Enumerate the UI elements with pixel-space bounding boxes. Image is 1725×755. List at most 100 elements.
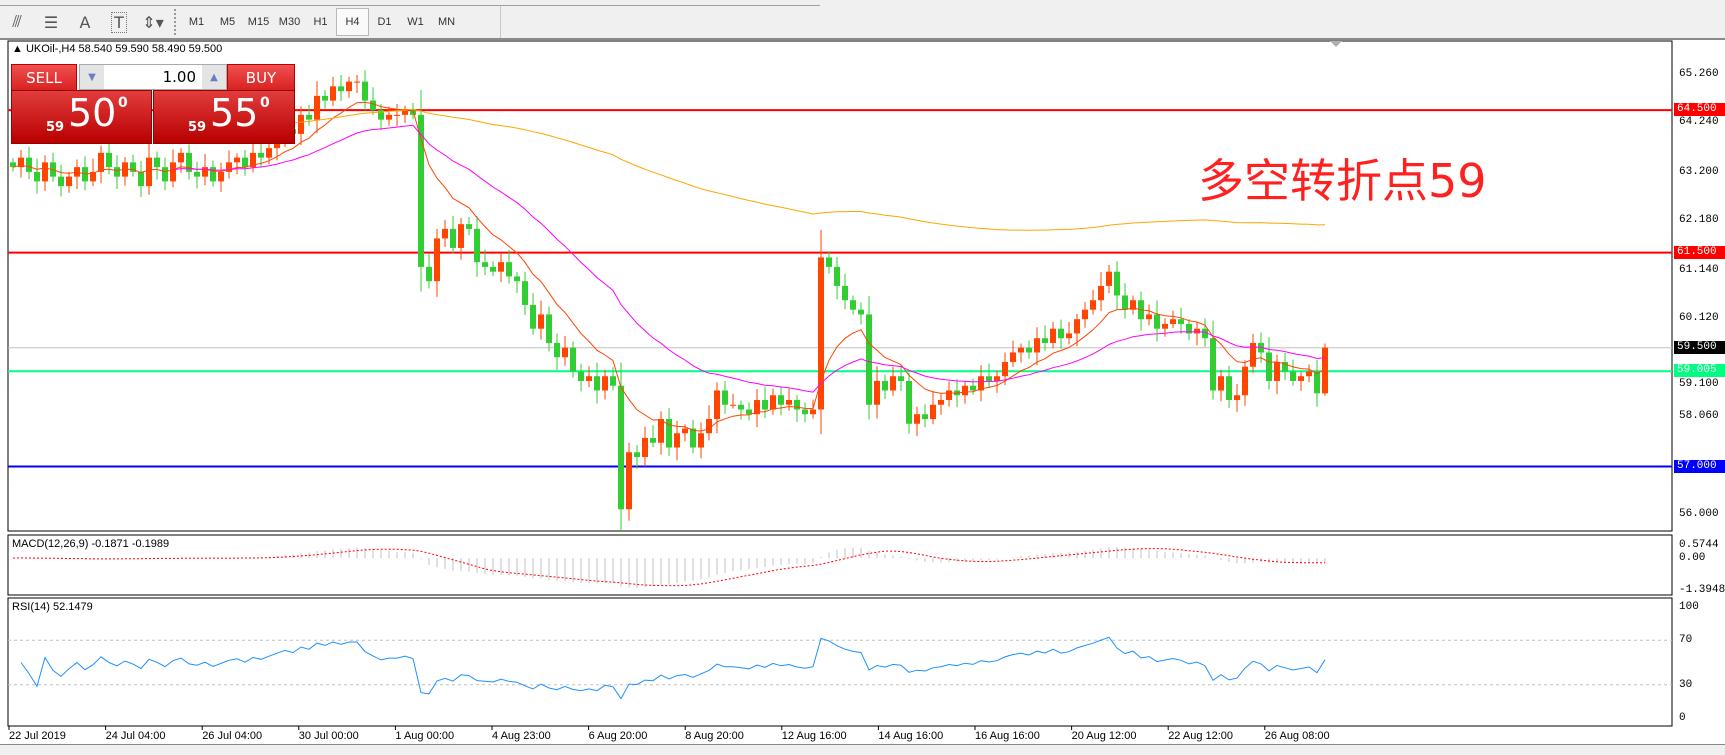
chart-tabs-bar	[0, 744, 1725, 755]
price-tick-label: 61.140	[1679, 263, 1719, 276]
chart-shift-marker-icon	[1330, 41, 1342, 47]
timeframe-h4[interactable]: H4	[336, 8, 369, 36]
candle-bull	[1066, 333, 1072, 339]
candle-bull	[434, 238, 440, 282]
candle-bear	[618, 385, 624, 510]
candles	[10, 70, 1328, 532]
candle-bull	[1098, 285, 1104, 301]
candle-bear	[514, 276, 520, 282]
candle-bull	[810, 409, 816, 415]
candle-bear	[162, 167, 168, 182]
timeframe-h1[interactable]: H1	[313, 16, 328, 28]
volume-stepper[interactable]: ▼ 1.00 ▲	[79, 64, 227, 90]
candle-bull	[458, 224, 464, 248]
candle-bull	[346, 81, 352, 92]
candle-bear	[722, 390, 728, 405]
candle-bear	[1290, 371, 1296, 381]
candle-bear	[746, 409, 752, 415]
candle-bull	[90, 171, 96, 182]
top-toolbar-strip	[0, 0, 820, 6]
candle-bull	[1274, 361, 1280, 381]
candle-bear	[34, 171, 40, 182]
timeframe-m15[interactable]: M15	[247, 16, 270, 28]
chart-annotation[interactable]: 多空转折点59	[1198, 154, 1487, 208]
candle-bear	[1210, 338, 1216, 391]
candle-bull	[1218, 376, 1224, 391]
candle-bear	[634, 452, 640, 458]
candle-bull	[498, 262, 504, 272]
ma-mid-line	[172, 124, 1326, 393]
volume-up-icon[interactable]: ▲	[202, 65, 226, 89]
candle-bull	[1018, 347, 1024, 353]
candle-bear	[1186, 323, 1192, 334]
timeframe-m30[interactable]: M30	[278, 16, 301, 28]
candle-bear	[450, 228, 456, 248]
candle-bear	[410, 110, 416, 115]
candle-bull	[538, 314, 544, 329]
price-tick-label: 56.000	[1679, 508, 1719, 521]
candle-bear	[1026, 347, 1032, 353]
candle-bear	[1226, 376, 1232, 400]
candle-bear	[242, 157, 248, 168]
volume-input[interactable]: 1.00	[162, 68, 196, 86]
candle-bear	[138, 171, 144, 187]
timeframe-w1[interactable]: W1	[407, 16, 424, 28]
candle-bear	[522, 281, 528, 305]
candle-bear	[690, 428, 696, 448]
candle-bear	[1122, 295, 1128, 310]
candle-bull	[146, 157, 152, 187]
time-axis-label: 30 Jul 00:00	[298, 730, 359, 742]
candle-bull	[786, 399, 792, 405]
candle-bear	[778, 395, 784, 405]
candle-bull	[770, 395, 776, 410]
candle-bear	[362, 81, 368, 101]
text-label-tool-label: T	[111, 11, 127, 33]
candle-bull	[1322, 347, 1328, 394]
buy-button[interactable]: BUY	[227, 64, 295, 92]
candle-bear	[882, 380, 888, 391]
sell-button[interactable]: SELL	[11, 64, 77, 92]
candle-bull	[1034, 338, 1040, 353]
candle-bull	[170, 162, 176, 182]
candle-bull	[714, 390, 720, 419]
candle-bear	[898, 376, 904, 381]
price-level-tag: 64.500	[1674, 103, 1725, 117]
arrows-dropdown-icon[interactable]: ⇕▾	[142, 12, 164, 32]
timeframe-d1[interactable]: D1	[377, 16, 392, 28]
buy-price-button[interactable]: 59 55 0	[153, 90, 295, 144]
time-axis-label: 26 Jul 04:00	[202, 730, 263, 742]
time-axis-label: 4 Aug 23:00	[492, 730, 551, 742]
candle-bull	[706, 418, 712, 434]
candle-bull	[562, 347, 568, 358]
candle-bear	[594, 376, 600, 391]
text-label-icon[interactable]: T	[102, 8, 136, 36]
timeframe-mn[interactable]: MN	[437, 16, 456, 28]
rsi-tick-label: 0	[1679, 712, 1686, 724]
candle-bear	[338, 86, 344, 92]
candle-bear	[186, 152, 192, 172]
timeframe-m1[interactable]: M1	[188, 16, 205, 28]
chart-title-text: UKOil-,H4 58.540 59.590 58.490 59.500	[25, 43, 223, 55]
rsi-panel-frame	[7, 597, 1673, 727]
candle-bear	[1266, 352, 1272, 381]
candle-bull	[18, 157, 24, 168]
candle-bear	[306, 114, 312, 120]
candle-bear	[922, 414, 928, 419]
sell-price-button[interactable]: 59 50 0	[11, 90, 152, 144]
text-icon[interactable]: A	[68, 8, 102, 36]
price-tick-label: 59.100	[1679, 378, 1719, 391]
time-axis-label: 22 Aug 12:00	[1168, 730, 1234, 742]
fibonacci-lines-icon[interactable]: ☰	[43, 12, 59, 32]
fibonacci-fan-icon[interactable]: ⫻	[12, 12, 22, 31]
candle-bull	[266, 148, 272, 158]
candle-bull	[66, 176, 72, 187]
candle-bear	[850, 300, 856, 310]
candle-bear	[866, 314, 872, 405]
candle-bull	[730, 404, 736, 406]
candle-bull	[658, 418, 664, 443]
price-level-tag: 61.500	[1674, 245, 1725, 259]
candle-bear	[738, 404, 744, 410]
timeframe-m5[interactable]: M5	[219, 16, 236, 28]
candle-bull	[1082, 309, 1088, 320]
volume-down-icon[interactable]: ▼	[80, 65, 104, 89]
